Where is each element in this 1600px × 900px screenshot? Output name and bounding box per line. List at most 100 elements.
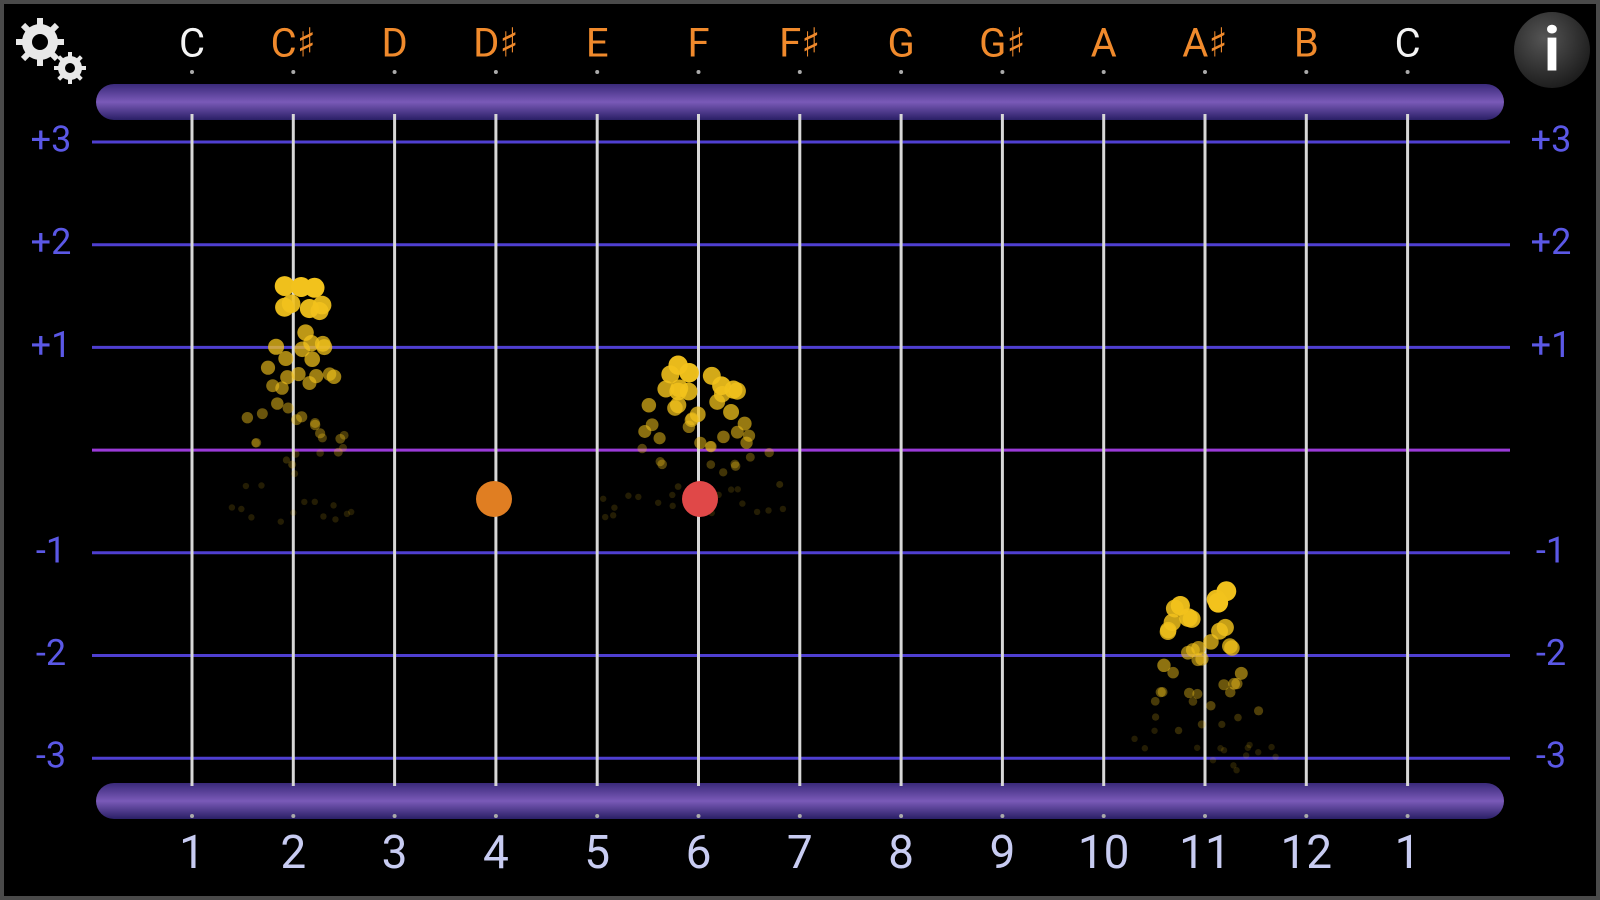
trail-dot [1150,696,1160,706]
gear-tooth [16,39,31,45]
trail-dot [654,499,662,506]
trail-dot [1216,618,1234,637]
trail-dot [1230,762,1237,769]
trail-dot [1234,666,1248,680]
number-label: 1 [179,826,205,880]
pitch-trail [228,276,1279,774]
trail-dot [717,430,730,444]
top-bar [96,84,1504,120]
trail-dot [1193,744,1201,751]
note-label: A♯ [1182,20,1227,67]
trail-dot [730,461,741,471]
scale-label: -3 [1536,735,1566,777]
trail-dot [745,452,755,462]
trail-dot [282,456,291,464]
trail-dot [256,408,268,420]
gear-tooth [37,18,43,33]
trail-dot [266,379,280,393]
note-label: A [1091,20,1117,67]
trail-dot [1131,735,1138,743]
trail-dot [655,457,665,467]
number-dot [1304,814,1309,818]
trail-dot [1272,753,1279,761]
note-dot [1203,70,1207,74]
trail-dot [260,360,276,375]
note-dot [797,70,802,74]
trail-dot [625,492,632,499]
trail-dot [242,482,250,490]
number-label: 10 [1078,826,1130,880]
trail-dot [635,493,642,501]
trail-dot [653,432,666,445]
number-dot [1203,814,1207,818]
trail-dot [316,449,324,457]
note-dot [899,70,904,74]
trail-dot [739,500,746,507]
number-label: 4 [483,826,509,880]
trail-dot [1155,687,1166,698]
trail-dot [1246,741,1253,749]
gear-tooth [57,55,67,65]
number-dot [392,814,397,818]
trail-dot [1163,613,1181,632]
trail-dot [1253,706,1264,716]
gear-tooth [68,74,72,84]
number-dot [1101,814,1106,818]
note-label: B [1294,20,1319,67]
trail-dot [1234,713,1242,722]
number-label: 9 [989,826,1015,880]
note-dot [190,70,194,74]
trail-dot [258,482,265,489]
trail-dot [638,424,652,438]
trail-dot [637,443,647,454]
trail-dot [332,516,339,523]
trail-dot [238,505,245,513]
trail-dot [241,411,254,424]
trail-dot [1233,767,1240,774]
note-dot [696,70,701,74]
number-dot [1000,814,1005,818]
trail-dot [611,504,618,511]
gear-tooth [44,46,60,62]
note-label: C♯ [271,20,316,67]
info-button[interactable]: i [1514,12,1590,88]
trail-dot [1192,688,1203,700]
info-icon: i [1544,13,1560,86]
number-label: 2 [280,826,306,880]
trail-dot [291,470,299,478]
note-dot [595,70,600,74]
trail-dot [326,369,342,384]
trail-dot [291,277,312,297]
trail-dot [1174,726,1183,735]
trail-dot [1268,743,1275,751]
note-dot [291,70,296,74]
trail-dot [291,367,306,382]
trail-dot [674,483,682,490]
scale-label: +2 [1531,221,1572,263]
number-dot [291,814,296,818]
gear-tooth [44,22,60,38]
trail-dot [268,338,285,355]
settings-button[interactable] [16,18,86,84]
number-dot [595,814,600,818]
scale-label: +1 [1531,324,1572,366]
scale-label: +1 [31,324,72,366]
bottom-bar [96,783,1504,819]
trail-dot [1244,744,1252,751]
trail-dot [251,437,262,448]
scale-label: -3 [36,735,66,777]
number-label: 1 [1395,826,1421,880]
number-dot [899,814,904,818]
trail-dot [724,380,743,399]
trail-dot [339,443,347,452]
note-label: F♯ [779,20,820,67]
trail-dot [1224,640,1240,656]
trail-dot [1217,745,1224,752]
note-label: D [381,20,407,67]
number-label: 12 [1280,826,1332,880]
pitch-marker [682,481,718,517]
trail-dot [753,508,761,516]
scale-label: +3 [31,119,72,161]
trail-dot [1157,686,1168,697]
trail-dot [669,491,676,499]
